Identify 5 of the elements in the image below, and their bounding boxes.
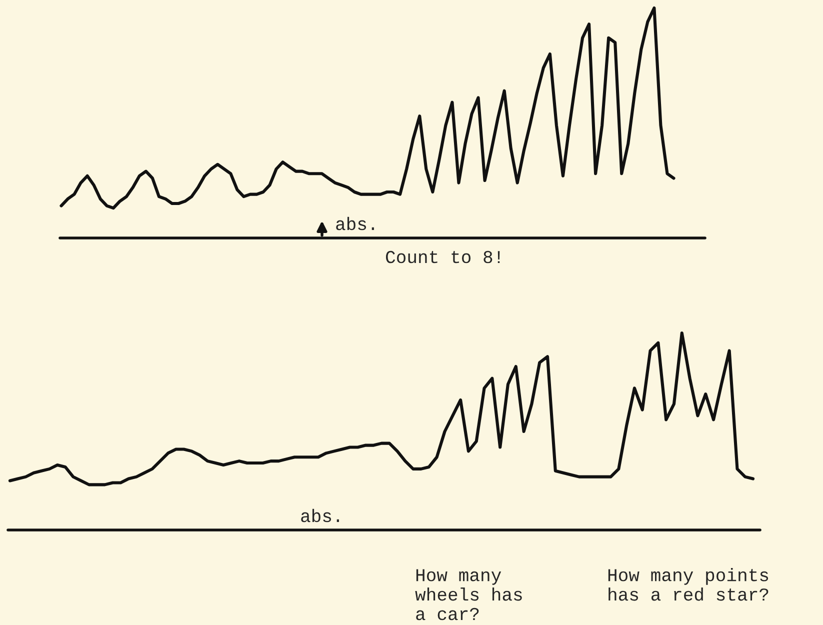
text: Count to 8!	[386, 250, 500, 264]
text: How many points has a red star?	[608, 568, 768, 601]
text: How many wheels has a car?	[415, 569, 522, 620]
annotation: abs.	[301, 508, 339, 522]
annotation: abs.	[336, 216, 374, 230]
